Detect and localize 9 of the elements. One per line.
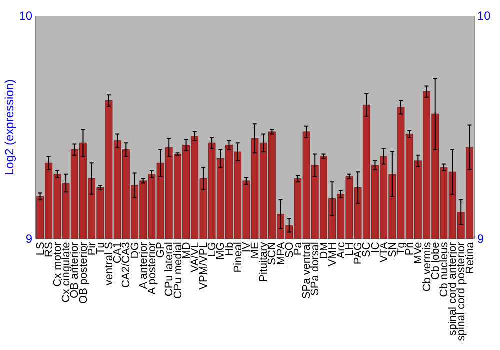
y-axis-title: Log2 (expression) [2,79,17,176]
x-tick-label: RS [43,242,56,258]
x-tick-label: A posterior [146,242,159,295]
y2-tick-label: 9 [477,232,484,246]
x-tick-label: Tg [396,242,408,256]
x-tick-label: OB posterior [78,242,90,304]
y2-tick-label: 10 [477,9,492,24]
x-tick-label: Pituitary [258,242,270,282]
x-tick-label: Retina [464,241,476,274]
